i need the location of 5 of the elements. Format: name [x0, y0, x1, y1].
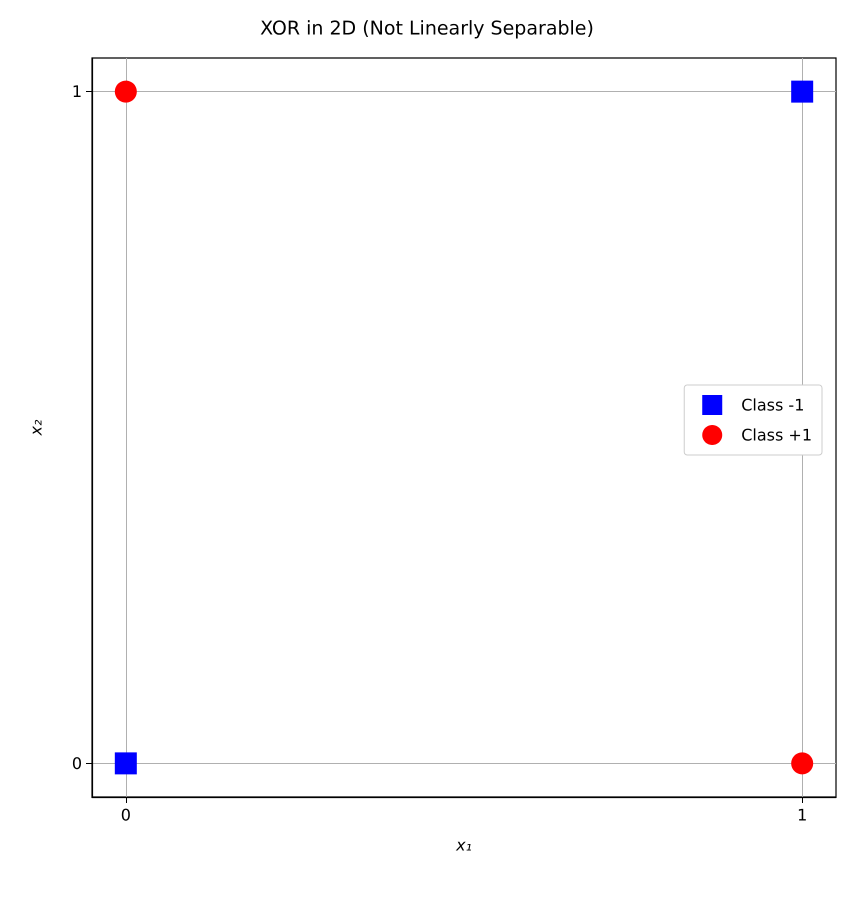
y-axis-title: x₂: [26, 418, 46, 436]
legend-label: Class +1: [741, 426, 812, 444]
x-axis-title: x₁: [455, 836, 472, 854]
legend-label: Class -1: [741, 396, 804, 414]
chart-title: XOR in 2D (Not Linearly Separable): [260, 18, 594, 40]
